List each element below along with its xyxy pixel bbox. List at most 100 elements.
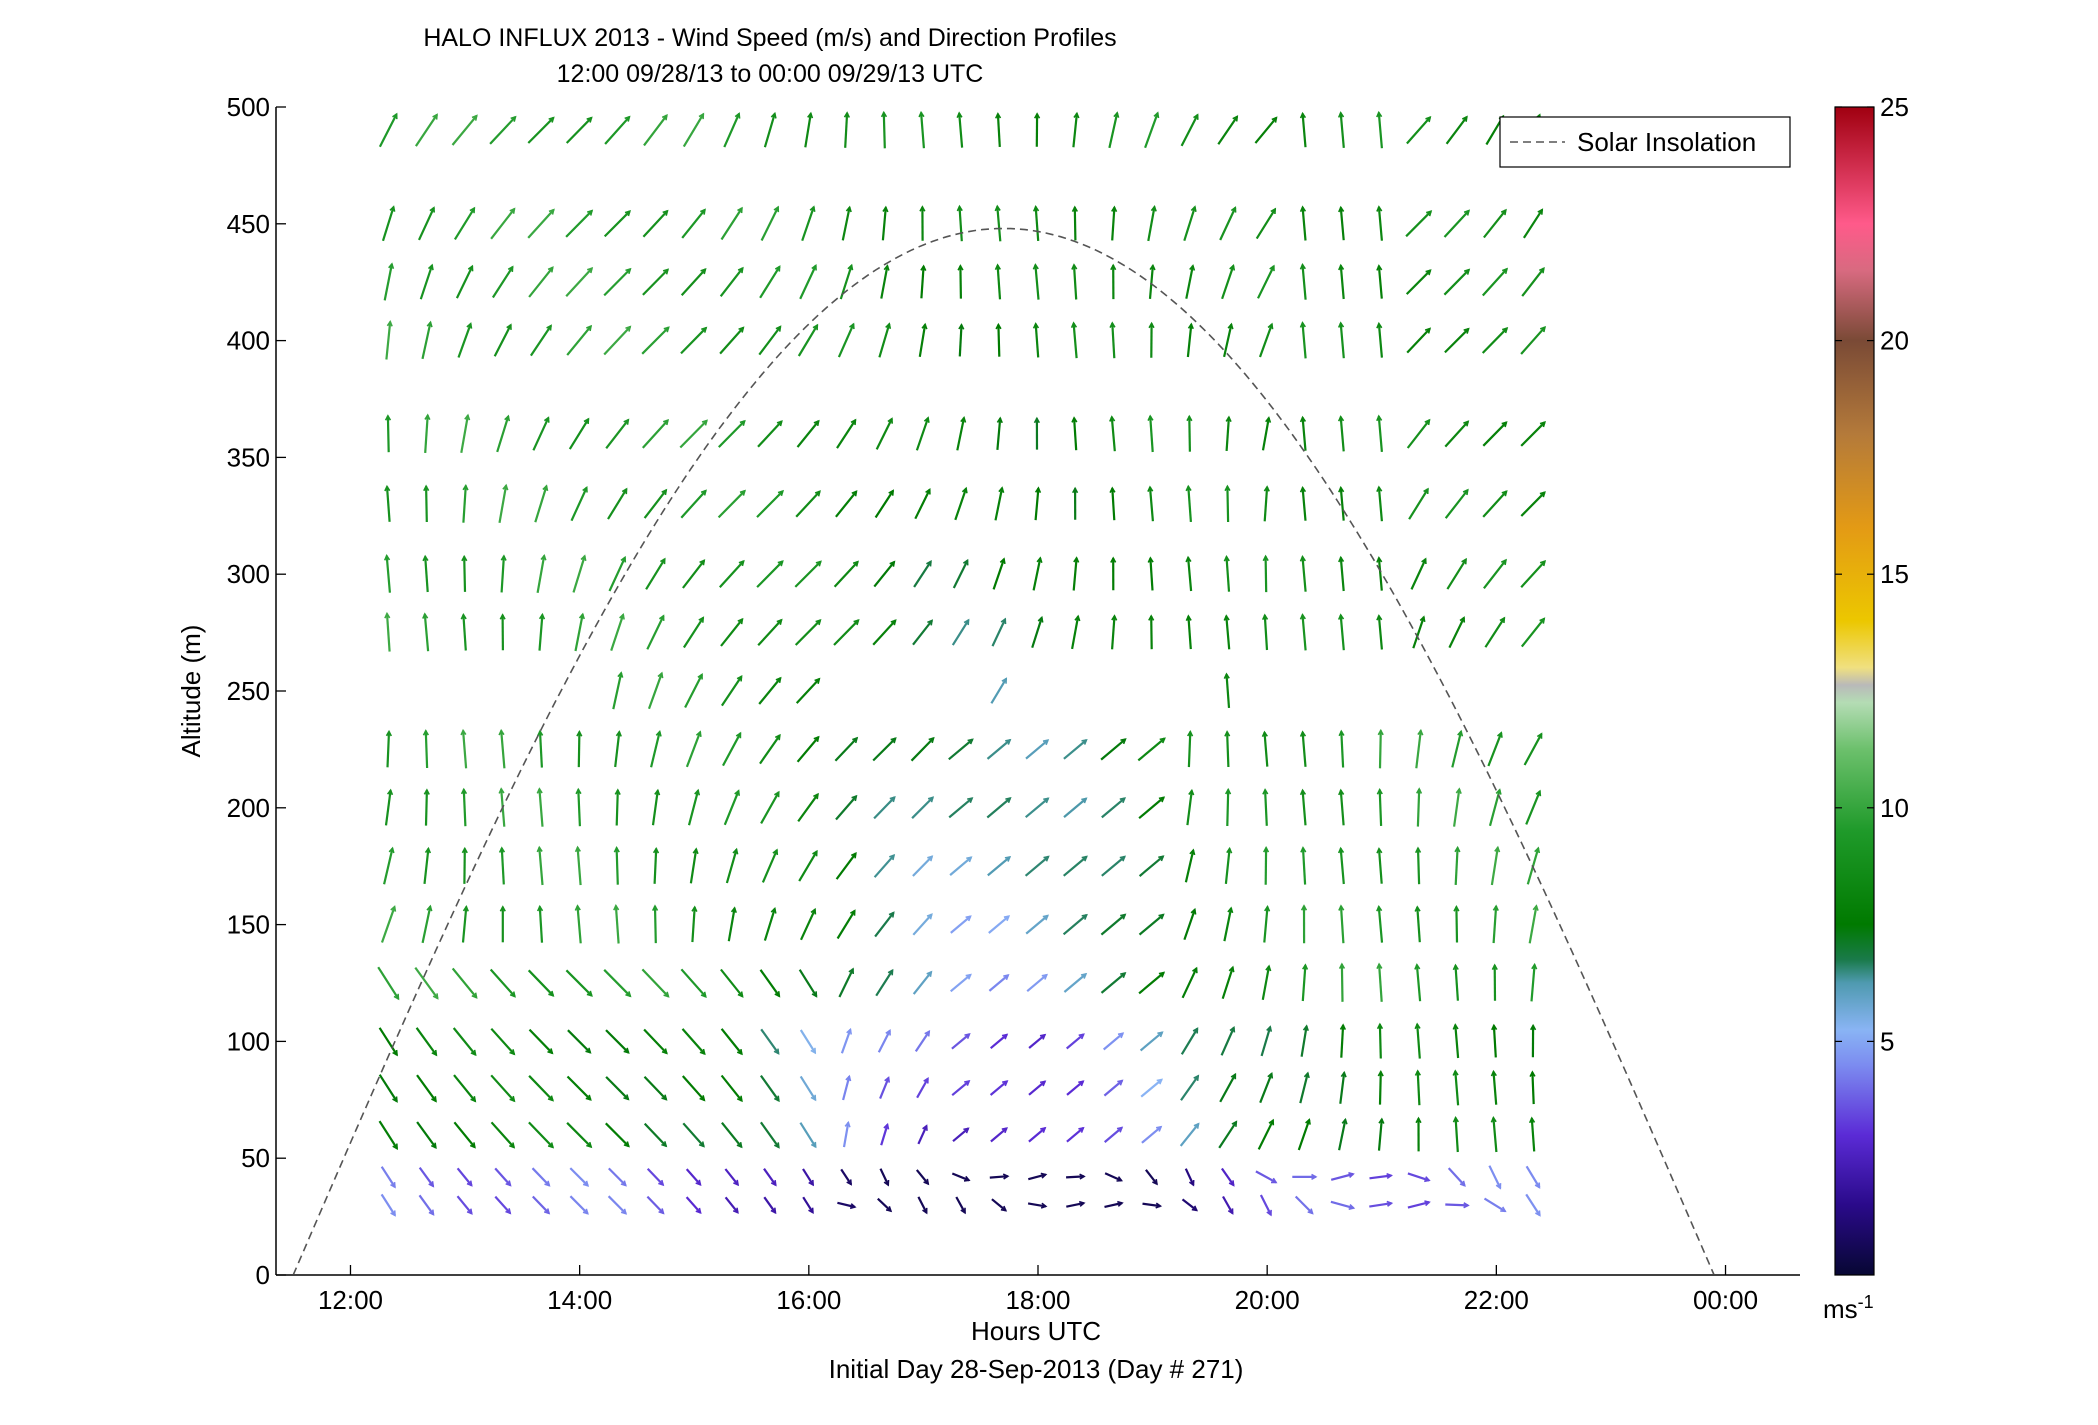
wind-arrow [453,1074,477,1102]
wind-arrow-head [957,264,964,271]
wind-arrow-head [808,1207,814,1214]
wind-arrow-head [1463,327,1470,334]
wind-arrow-head [1156,1078,1163,1085]
wind-arrow [682,559,706,589]
wind-arrow-head [1003,974,1010,981]
wind-arrow-head [1037,615,1044,623]
wind-arrow-head [388,262,395,270]
wind-arrow [490,1074,516,1102]
wind-arrow-head [965,973,972,980]
wind-arrow-head [580,554,587,562]
wind-arrow [1108,112,1119,149]
wind-arrow [881,207,887,241]
wind-arrow [653,906,657,944]
wind-arrow-head [1158,796,1166,803]
wind-arrow-head [427,263,434,271]
wind-arrow [536,555,546,593]
wind-arrow-head [885,322,892,329]
wind-arrow-head [1462,488,1469,496]
wind-arrow-head [1531,962,1538,970]
wind-arrow-head [1193,1074,1200,1081]
x-tick-label: 22:00 [1464,1285,1529,1315]
wind-arrow-head [1004,855,1012,862]
wind-arrow [757,619,783,647]
wind-arrow-head [1150,205,1157,212]
wind-arrow [1138,796,1165,820]
wind-arrow-head [843,111,851,118]
wind-arrow [833,619,860,646]
wind-arrow [1072,264,1078,300]
wind-arrow [1148,265,1154,299]
colorbar-ticks: 5 10 15 20 25 [1835,92,1909,1056]
wind-arrow-head [734,112,741,119]
wind-arrow-head [505,1180,512,1187]
wind-arrow-head [738,559,745,567]
wind-arrow-head [853,618,860,626]
wind-arrow-head [701,419,708,426]
wind-arrow [994,487,1004,521]
wind-arrow [1073,207,1077,241]
y-tick-label: 100 [227,1026,270,1056]
wind-arrow [1028,1127,1046,1143]
wind-arrow-head [999,557,1006,565]
wind-arrow-head [770,907,777,914]
wind-arrow [1072,323,1078,359]
wind-arrow-head [889,853,896,861]
wind-arrow [418,1194,435,1216]
wind-arrow [988,915,1010,934]
wind-arrow [997,324,1001,357]
wind-arrow-head [885,1029,891,1036]
wind-arrow-head [430,1142,437,1150]
wind-arrow [1225,556,1231,592]
wind-arrow [1521,267,1545,297]
wind-arrow [1263,615,1269,651]
wind-arrow-head [1001,1127,1008,1134]
wind-arrow [651,790,659,826]
wind-arrow-head [923,1077,929,1084]
wind-arrow-head [695,1179,702,1186]
wind-arrow-head [575,787,582,795]
wind-arrow [576,847,582,886]
wind-arrow-head [770,1180,777,1187]
wind-arrow [988,974,1009,992]
wind-arrow-head [958,323,965,330]
wind-arrow [378,113,398,148]
wind-arrow-head [574,845,581,853]
wind-arrow [1066,1175,1085,1179]
wind-arrow [912,855,933,877]
wind-arrow-head [662,268,670,275]
wind-arrow-head [1081,738,1088,745]
wind-arrow-head [697,673,703,680]
wind-arrow [565,969,593,997]
wind-arrow [614,905,620,944]
wind-arrow-head [1193,1122,1200,1129]
wind-arrow-head [700,489,707,496]
wind-arrow [1299,1072,1309,1104]
wind-arrow-head [544,1180,551,1187]
wind-arrow [1339,557,1345,592]
wind-arrow-head [1225,787,1232,795]
wind-arrow-head [655,729,662,737]
wind-arrow-head [1002,1173,1010,1180]
wind-arrow-head [890,737,897,744]
wind-arrow [1405,210,1432,238]
wind-arrow-head [1149,263,1156,271]
wind-arrow-head [1386,1200,1394,1207]
wind-arrow-head [1539,559,1547,567]
wind-arrow [538,614,544,651]
wind-arrow [1111,488,1116,521]
wind-arrow [1377,416,1383,452]
wind-arrow [604,116,631,145]
wind-arrow-head [1425,269,1432,276]
wind-arrow [1416,788,1421,827]
wind-arrow-head [1539,421,1546,428]
wind-arrow [1446,558,1467,590]
wind-arrow [1330,1172,1354,1181]
wind-arrow [951,1033,971,1050]
wind-arrow-head [1109,321,1116,328]
wind-arrow [615,847,619,885]
colorbar-tick-label: 25 [1880,92,1909,122]
wind-arrow [1111,207,1116,241]
wind-arrow-head [586,990,593,997]
wind-arrow-head [1530,1023,1537,1031]
